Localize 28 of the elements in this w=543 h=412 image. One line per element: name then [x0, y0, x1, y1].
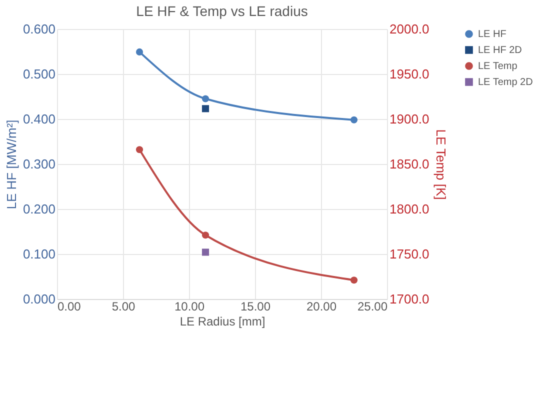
x-tick-label: 20.00	[306, 300, 337, 314]
chart-title: LE HF & Temp vs LE radius	[136, 3, 308, 19]
y2-tick-label: 1900.0	[390, 112, 430, 126]
legend-label: LE HF 2D	[478, 45, 522, 56]
y2-tick-label: 1800.0	[390, 202, 430, 216]
y2-tick-label: 1950.0	[390, 66, 430, 82]
y2-tick-label: 1850.0	[390, 156, 430, 172]
x-tick-label: 15.00	[240, 300, 271, 314]
x-tick-label: 0.00	[58, 300, 82, 314]
y2-tick-label: 1700.0	[390, 292, 430, 306]
legend-label: LE HF	[478, 29, 506, 40]
y-tick-label: 0.000	[22, 292, 56, 306]
legend-label: LE Temp 2D	[478, 77, 533, 88]
y-tick-label: 0.500	[22, 66, 56, 82]
x-axis-title: LE Radius [mm]	[180, 314, 266, 328]
y2-tick-label: 2000.0	[390, 22, 430, 36]
x-tick-label: 10.00	[174, 300, 205, 314]
legend-label: LE Temp	[478, 61, 518, 72]
y-tick-label: 0.400	[22, 112, 56, 126]
y-tick-label: 0.300	[22, 156, 56, 172]
y2-axis-title: LE Temp [K]	[433, 129, 448, 200]
x-tick-label: 5.00	[112, 300, 136, 314]
y-tick-label: 0.200	[22, 202, 56, 216]
y-tick-label: 0.100	[22, 246, 56, 262]
y-axis-title: LE HF [MW/m²]	[4, 120, 19, 210]
y-tick-label: 0.600	[22, 22, 56, 36]
x-tick-label: 25.00	[357, 300, 388, 314]
y2-tick-label: 1750.0	[390, 246, 430, 262]
